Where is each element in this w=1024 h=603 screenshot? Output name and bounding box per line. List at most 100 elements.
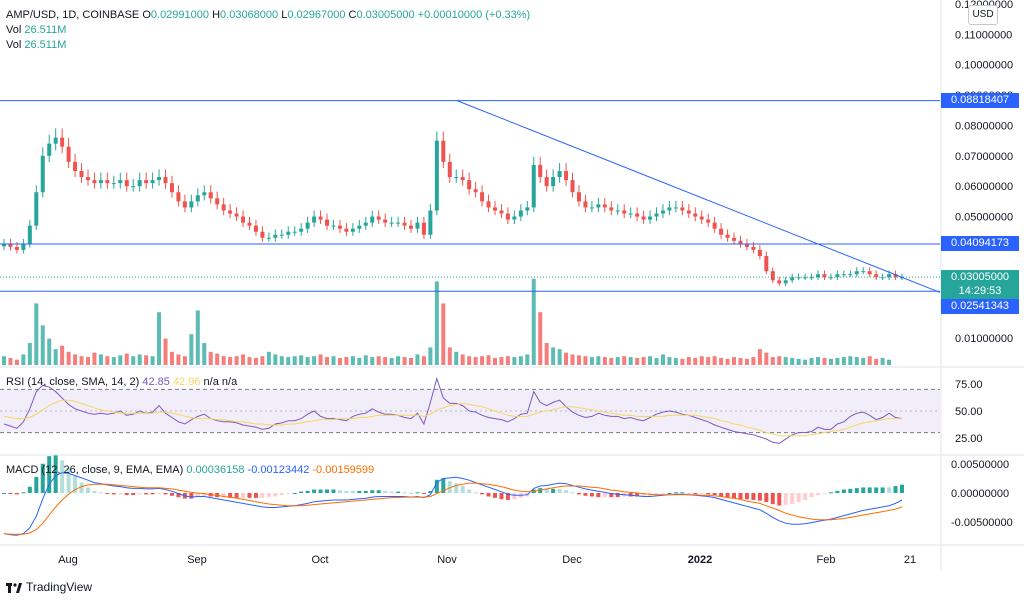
rsi-axis-tick: 50.00 [955,406,983,418]
candle-body [318,216,323,220]
volume-bar [202,343,207,365]
macd-histogram-bar [98,492,103,494]
candle-body [473,189,478,193]
volume-bar [409,357,414,365]
candle-body [337,225,342,229]
macd-histogram-bar [273,493,278,497]
candle-body [874,274,879,278]
macd-histogram-bar [564,490,569,493]
macd-histogram-bar [53,455,58,493]
candle-body [105,180,110,184]
candle-body [2,243,6,247]
candle-body [693,213,698,217]
candle-body [124,180,129,187]
volume-label[interactable]: Vol [6,24,22,36]
candle-body [602,204,607,208]
volume-bar [118,355,123,365]
macd-histogram-bar [163,493,168,495]
volume-bar [732,357,737,365]
volume-bar [473,357,478,365]
volume-bar [279,356,284,365]
volume-bar [848,356,853,365]
macd-histogram-bar [544,488,549,493]
volume-bar [635,357,640,365]
macd-histogram-bar [693,493,698,494]
candle-body [266,237,271,239]
macd-histogram-bar [370,490,375,493]
candle-body [208,192,213,199]
price-axis-tick: 0.06000000 [955,181,1013,193]
macd-histogram-bar [137,493,142,495]
candle-body [60,137,65,147]
candle-body [260,231,265,238]
macd-histogram-bar [150,493,155,495]
macd-histogram-bar [900,484,904,493]
volume-bar [757,349,762,365]
volume-bar [783,357,788,365]
price-axis-tick: 0.08000000 [955,120,1013,132]
candle-body [305,222,310,229]
volume-bar [841,357,846,365]
volume-bar [576,355,581,365]
macd-histogram-bar [292,493,297,494]
volume-bar [744,358,749,365]
volume-bar [105,356,110,365]
rsi-title[interactable]: RSI (14, close, SMA, 14, 2) [6,376,140,388]
macd-histogram-bar [861,487,866,493]
macd-histogram-bar [512,493,517,500]
volume-bar [693,357,698,365]
tradingview-branding[interactable]: TradingView [6,580,92,594]
volume-bar [73,354,78,365]
rsi-ma-line [3,399,902,437]
candle-body [467,180,472,190]
macd-histogram-bar [602,493,607,498]
macd-histogram-bar [492,493,497,498]
volume-bar [14,359,19,365]
volume-bar [680,358,685,365]
volume-bar [796,358,801,365]
x-axis-tick: 2022 [688,554,712,566]
candle-body [157,177,162,181]
price-axis-tick: 0.10000000 [955,60,1013,72]
candle-body [822,274,827,278]
x-axis-tick: Oct [311,554,328,566]
macd-histogram-bar [221,493,226,498]
macd-histogram-bar [331,489,336,493]
candle-body [163,177,168,184]
macd-histogram-bar [712,493,717,496]
macd-histogram-bar [641,493,646,497]
volume-bar [512,357,517,365]
candle-body [744,243,749,247]
candle-body [628,213,633,215]
macd-histogram-bar [66,467,71,493]
macd-title[interactable]: MACD (12, 26, close, 9, EMA, EMA) [6,464,184,476]
volume-bar [854,357,859,365]
candle-body [480,192,485,202]
candle-body [783,280,788,284]
price-axis-tick: 0.05000000 [955,212,1013,224]
volume-bar [447,347,452,365]
volume-bar [357,357,362,365]
brand-name: TradingView [26,580,93,594]
currency-button[interactable]: USD [968,5,998,25]
candle-body [176,192,181,202]
volume-bar [350,356,355,365]
macd-histogram-bar [409,493,414,494]
volume-bar [176,354,181,365]
macd-histogram-bar [21,492,26,494]
volume-bar [2,356,6,365]
volume-bar [557,349,562,365]
volume-bar [719,357,724,365]
candle-body [221,204,226,211]
macd-histogram-bar [253,493,258,498]
candle-body [557,171,562,178]
volume-bar [344,357,349,365]
symbol-name[interactable]: AMP/USD, 1D, COINBASE [6,9,140,21]
volume-bar [454,351,459,365]
volume-bar [861,357,866,365]
macd-histogram-bar [499,493,504,500]
candle-body [719,228,724,235]
volume-label[interactable]: Vol [6,39,22,51]
macd-histogram-bar [828,492,833,494]
